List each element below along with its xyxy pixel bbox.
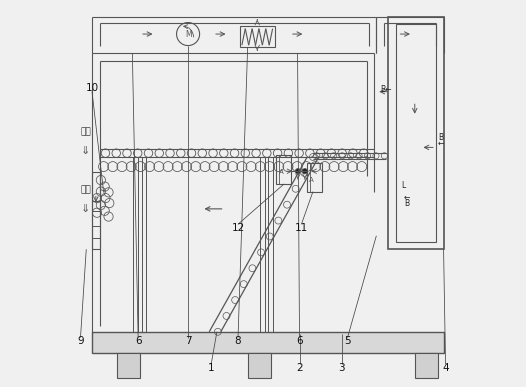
Text: 7: 7 <box>185 336 191 346</box>
Bar <box>307 163 322 192</box>
Text: 3: 3 <box>338 363 345 373</box>
Text: 6: 6 <box>135 336 141 346</box>
Bar <box>92 332 443 353</box>
Bar <box>92 201 100 211</box>
Bar <box>277 155 291 184</box>
Text: ←: ← <box>403 193 410 202</box>
Text: ⇓: ⇓ <box>81 146 90 156</box>
Text: 11: 11 <box>295 223 308 233</box>
Bar <box>92 226 100 238</box>
Text: A: A <box>279 170 284 175</box>
Text: ←: ← <box>438 139 444 148</box>
Text: A: A <box>309 177 314 183</box>
Text: 物料: 物料 <box>80 128 91 137</box>
Text: 热风: 热风 <box>80 185 91 194</box>
Bar <box>415 353 438 378</box>
Text: B: B <box>404 199 410 207</box>
Bar <box>117 353 140 378</box>
Text: 6: 6 <box>296 336 303 346</box>
Bar <box>268 157 273 332</box>
Bar <box>141 157 146 332</box>
Text: M: M <box>185 29 191 39</box>
Text: 8: 8 <box>235 336 241 346</box>
Bar <box>240 26 275 48</box>
Text: ⇓: ⇓ <box>81 204 90 214</box>
Bar <box>388 17 443 249</box>
Circle shape <box>295 168 301 174</box>
Bar <box>248 353 271 378</box>
Text: B: B <box>438 133 443 142</box>
Text: 5: 5 <box>344 336 351 346</box>
Bar <box>260 157 265 332</box>
Text: 4: 4 <box>442 363 449 373</box>
Bar <box>396 24 436 241</box>
Text: 10: 10 <box>85 83 98 93</box>
Text: 12: 12 <box>231 223 245 233</box>
Text: 2: 2 <box>296 363 303 373</box>
Text: 1: 1 <box>208 363 215 373</box>
Text: 9: 9 <box>77 336 84 346</box>
Text: L: L <box>401 182 406 190</box>
Circle shape <box>302 168 308 174</box>
Text: B←: B← <box>380 85 392 94</box>
Bar <box>133 157 138 332</box>
